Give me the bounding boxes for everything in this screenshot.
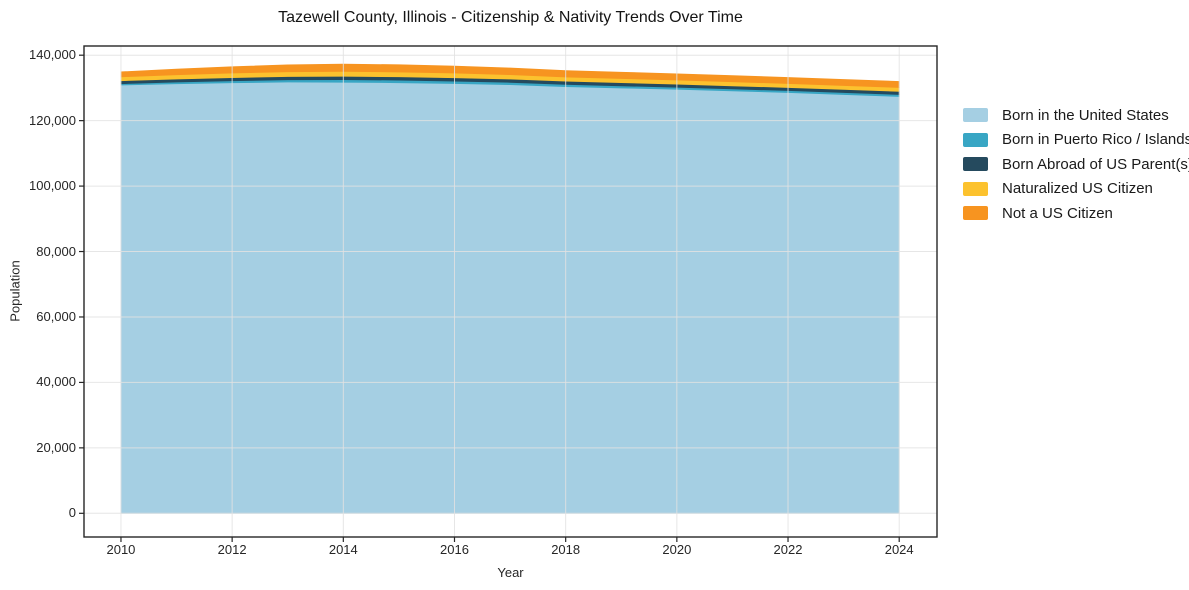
legend-label: Born in the United States xyxy=(1002,106,1169,124)
y-tick-label: 40,000 xyxy=(36,374,76,390)
y-tick-label: 120,000 xyxy=(29,112,76,128)
x-tick-label: 2014 xyxy=(328,542,358,557)
area-series xyxy=(120,81,900,514)
y-axis-title: Population xyxy=(7,260,23,322)
legend-item: Naturalized US Citizen xyxy=(963,177,1189,202)
plot-border xyxy=(83,45,938,538)
legend-item: Born in Puerto Rico / Islands xyxy=(963,128,1189,153)
x-tick-label: 2010 xyxy=(106,542,136,557)
x-axis-title: Year xyxy=(497,565,524,580)
legend-swatch xyxy=(963,108,988,123)
legend-label: Born in Puerto Rico / Islands xyxy=(1002,131,1189,149)
x-tick-label: 2022 xyxy=(773,542,803,557)
y-tick-label: 100,000 xyxy=(29,178,76,194)
y-tick-label: 60,000 xyxy=(36,308,76,324)
legend-label: Naturalized US Citizen xyxy=(1002,180,1153,198)
y-tick-label: 80,000 xyxy=(36,243,76,259)
legend-item: Born Abroad of US Parent(s) xyxy=(963,152,1189,177)
legend-label: Born Abroad of US Parent(s) xyxy=(1002,155,1189,173)
x-tick-label: 2018 xyxy=(551,542,581,557)
legend: Born in the United States Born in Puerto … xyxy=(963,103,1189,226)
legend-item: Not a US Citizen xyxy=(963,201,1189,226)
y-tick-label: 0 xyxy=(68,505,76,521)
legend-label: Not a US Citizen xyxy=(1002,204,1113,222)
legend-swatch xyxy=(963,132,988,147)
x-tick-label: 2020 xyxy=(662,542,692,557)
x-tick-label: 2016 xyxy=(440,542,469,557)
y-tick-label: 140,000 xyxy=(29,47,76,63)
legend-swatch xyxy=(963,181,988,196)
legend-item: Born in the United States xyxy=(963,103,1189,128)
legend-swatch xyxy=(963,206,988,221)
x-tick-label: 2024 xyxy=(884,542,914,557)
legend-swatch xyxy=(963,157,988,172)
x-tick-label: 2012 xyxy=(217,542,247,557)
y-tick-label: 20,000 xyxy=(36,439,76,455)
chart-title: Tazewell County, Illinois - Citizenship … xyxy=(278,9,743,26)
